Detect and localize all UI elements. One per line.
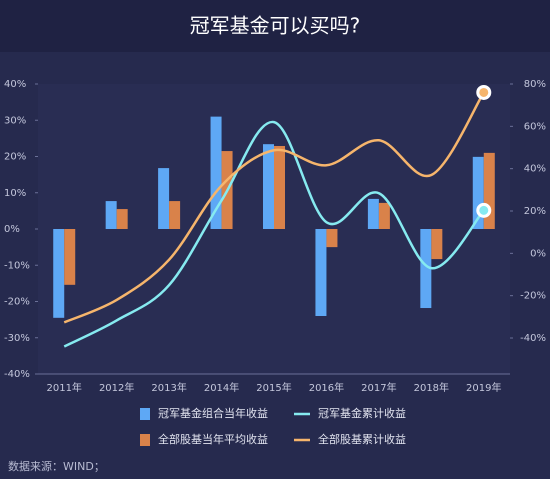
legend-label: 冠军基金组合当年收益 — [158, 406, 268, 420]
bar — [210, 116, 222, 229]
legend-swatch — [140, 434, 150, 446]
chart-title: 冠军基金可以买吗? — [190, 14, 361, 38]
y-tick-label: 10% — [4, 188, 26, 199]
bar — [169, 201, 181, 229]
bar — [116, 209, 128, 229]
bar — [64, 229, 76, 285]
legend-label: 全部股基当年平均收益 — [158, 432, 268, 446]
y2-tick-label: 60% — [524, 121, 546, 132]
bar — [483, 152, 495, 229]
bar — [158, 168, 170, 229]
x-tick-label: 2011年 — [46, 381, 81, 394]
x-tick-label: 2015年 — [256, 381, 291, 394]
y2-tick-label: -20% — [520, 291, 546, 302]
x-tick-label: 2016年 — [309, 381, 344, 394]
bar — [367, 198, 379, 229]
y-tick-label: 20% — [4, 152, 26, 163]
y2-tick-label: 20% — [524, 206, 546, 217]
bar — [105, 201, 117, 229]
y-tick-label: -10% — [4, 260, 30, 271]
x-tick-label: 2019年 — [466, 381, 501, 394]
y2-tick-label: -40% — [520, 333, 546, 344]
y2-tick-label: 0% — [530, 248, 546, 259]
line — [63, 120, 485, 348]
header — [0, 0, 550, 52]
bar — [263, 144, 274, 229]
x-tick-label: 2012年 — [99, 381, 134, 394]
x-tick-label: 2018年 — [414, 381, 449, 394]
y2-tick-label: 80% — [524, 79, 546, 90]
bar — [326, 229, 338, 248]
bar — [53, 229, 65, 318]
legend-swatch — [140, 408, 150, 420]
y-tick-label: -40% — [4, 369, 30, 380]
y-tick-label: 0% — [4, 224, 20, 235]
bar — [274, 145, 285, 229]
y-tick-label: 40% — [4, 79, 26, 90]
y2-tick-label: 40% — [524, 164, 546, 175]
bar — [378, 202, 390, 229]
line — [63, 91, 485, 324]
x-tick-label: 2017年 — [361, 381, 396, 394]
source: 数据来源：WIND； — [8, 459, 105, 473]
legend-label: 全部股基累计收益 — [318, 432, 406, 446]
legend-label: 冠军基金累计收益 — [318, 406, 406, 420]
bar — [431, 229, 443, 260]
y-tick-label: -30% — [4, 333, 30, 344]
end-marker — [476, 84, 492, 100]
x-tick-label: 2013年 — [151, 381, 186, 394]
bar — [472, 156, 484, 229]
y-tick-label: -20% — [4, 297, 30, 308]
bar — [315, 229, 327, 316]
y-tick-label: 30% — [4, 115, 26, 126]
end-marker — [476, 202, 492, 218]
x-tick-label: 2014年 — [204, 381, 239, 394]
bar — [420, 229, 432, 309]
